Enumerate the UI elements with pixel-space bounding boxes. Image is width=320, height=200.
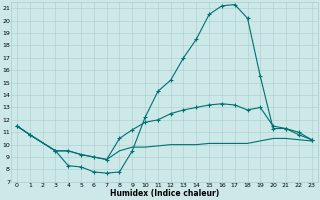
- X-axis label: Humidex (Indice chaleur): Humidex (Indice chaleur): [110, 189, 219, 198]
